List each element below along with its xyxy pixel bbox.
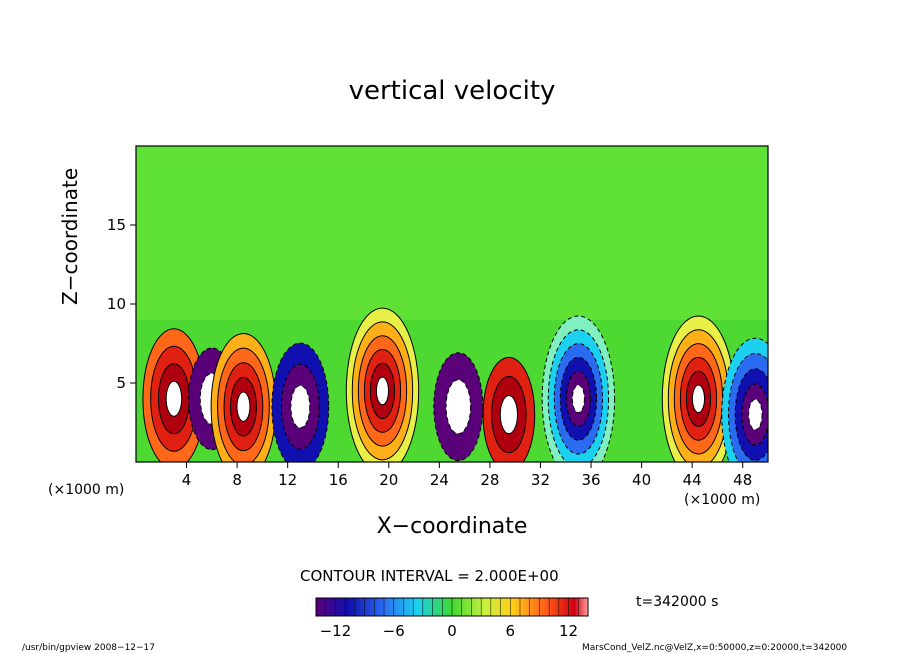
plot-area xyxy=(136,146,768,462)
contour-cell xyxy=(236,391,251,422)
contour-cell xyxy=(165,380,183,417)
x-tick-label: 28 xyxy=(480,471,499,489)
x-axis: 4 8 12 16 20 24 28 32 36 40 44 48 xyxy=(182,462,752,489)
colorbar-tick-label: −12 xyxy=(320,622,352,640)
x-tick-label: 4 xyxy=(182,471,192,489)
y-tick-label: 5 xyxy=(116,374,126,392)
contour-cell xyxy=(445,379,472,435)
x-tick-label: 8 xyxy=(232,471,242,489)
colorbar-tick-label: 6 xyxy=(506,622,516,640)
x-tick-label: 44 xyxy=(683,471,702,489)
contour-cell xyxy=(375,376,390,406)
colorbar-tick-label: −6 xyxy=(383,622,405,640)
upper-region xyxy=(136,146,768,320)
x-tick-label: 40 xyxy=(632,471,651,489)
footer-right: MarsCond_VelZ.nc@VelZ,x=0:50000,z=0:2000… xyxy=(582,643,848,653)
contour-cell xyxy=(499,395,518,435)
contour-interval: CONTOUR INTERVAL = 2.000E+00 xyxy=(300,567,559,585)
x-tick-label: 32 xyxy=(531,471,550,489)
time-label: t=342000 s xyxy=(636,594,719,610)
x-unit-left: (×1000 m) xyxy=(48,482,125,498)
x-tick-label: 48 xyxy=(733,471,752,489)
x-tick-label: 36 xyxy=(581,471,600,489)
contour-cell xyxy=(571,384,585,414)
colorbar-tick-label: 12 xyxy=(559,622,578,640)
y-tick-label: 15 xyxy=(107,216,126,234)
x-tick-label: 12 xyxy=(278,471,297,489)
chart-title: vertical velocity xyxy=(348,76,556,106)
x-tick-label: 20 xyxy=(379,471,398,489)
contour-cell xyxy=(691,384,706,414)
x-tick-label: 24 xyxy=(430,471,449,489)
colorbar-tick-label: 0 xyxy=(447,622,457,640)
colorbar: −12 −6 0 6 12 xyxy=(315,597,589,640)
y-axis: 5 10 15 xyxy=(107,216,136,392)
contour-cell xyxy=(290,385,311,429)
x-unit-right: (×1000 m) xyxy=(684,492,761,508)
y-tick-label: 10 xyxy=(107,295,126,313)
footer-left: /usr/bin/gpview 2008−12−17 xyxy=(22,643,156,653)
contour-cell xyxy=(748,398,763,431)
x-tick-label: 16 xyxy=(329,471,348,489)
x-axis-label: X−coordinate xyxy=(376,514,528,539)
